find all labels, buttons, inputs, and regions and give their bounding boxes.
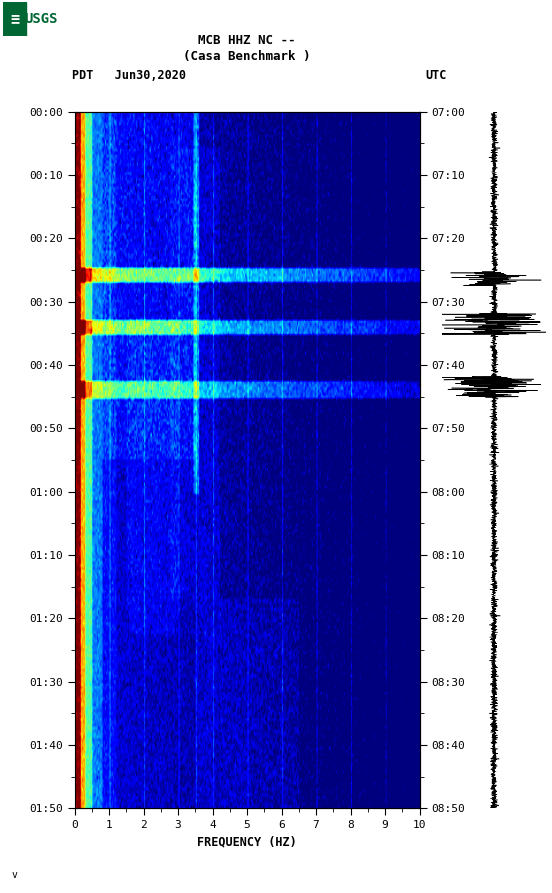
- Text: v: v: [11, 870, 17, 880]
- Text: UTC: UTC: [425, 69, 447, 81]
- Text: PDT   Jun30,2020: PDT Jun30,2020: [72, 69, 186, 81]
- Text: MCB HHZ NC --: MCB HHZ NC --: [198, 34, 296, 46]
- Text: (Casa Benchmark ): (Casa Benchmark ): [183, 50, 311, 63]
- Text: USGS: USGS: [24, 12, 57, 26]
- Bar: [3, 2, 26, 36]
- Text: ≡: ≡: [10, 12, 19, 26]
- X-axis label: FREQUENCY (HZ): FREQUENCY (HZ): [197, 836, 297, 848]
